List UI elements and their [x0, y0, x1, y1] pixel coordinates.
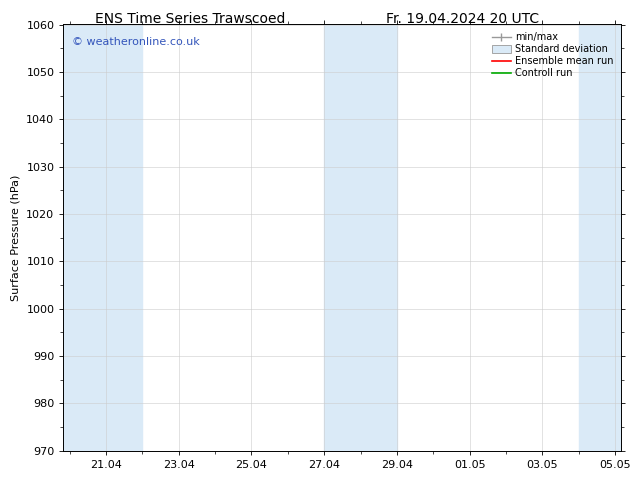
Text: ENS Time Series Trawscoed: ENS Time Series Trawscoed — [95, 12, 285, 26]
Bar — [579, 24, 621, 451]
Text: © weatheronline.co.uk: © weatheronline.co.uk — [72, 37, 200, 48]
Legend: min/max, Standard deviation, Ensemble mean run, Controll run: min/max, Standard deviation, Ensemble me… — [489, 29, 616, 81]
Text: Fr. 19.04.2024 20 UTC: Fr. 19.04.2024 20 UTC — [386, 12, 540, 26]
Bar — [63, 24, 142, 451]
Y-axis label: Surface Pressure (hPa): Surface Pressure (hPa) — [11, 174, 21, 301]
Bar — [324, 24, 397, 451]
